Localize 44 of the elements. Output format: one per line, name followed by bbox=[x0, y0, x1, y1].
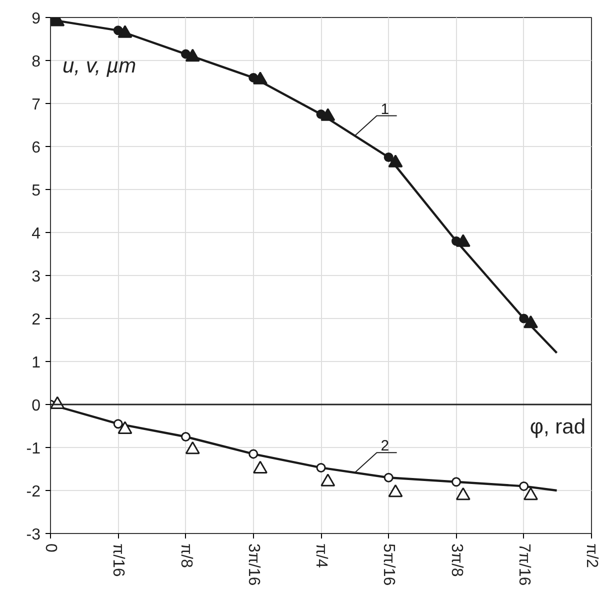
y-axis-title: u, v, µm bbox=[62, 54, 136, 78]
point bbox=[523, 315, 538, 328]
x-tick-label: π/16 bbox=[110, 544, 127, 577]
y-tick-label: 1 bbox=[32, 354, 41, 372]
point bbox=[181, 432, 190, 442]
y-tick-label: 5 bbox=[32, 182, 41, 200]
point bbox=[388, 484, 403, 498]
point bbox=[456, 234, 470, 247]
point bbox=[452, 477, 461, 487]
x-tick-label: π/2 bbox=[583, 544, 600, 568]
y-tick-label: 7 bbox=[32, 96, 41, 114]
y-tick-label: -3 bbox=[26, 526, 41, 544]
point bbox=[185, 441, 200, 454]
x-axis-title: φ, rad bbox=[530, 416, 586, 438]
point bbox=[248, 449, 258, 459]
series-label: 2 bbox=[380, 438, 390, 455]
point bbox=[519, 314, 529, 324]
y-tick-label: 6 bbox=[32, 140, 41, 156]
y-tick-label: 9 bbox=[32, 10, 41, 28]
point bbox=[523, 487, 538, 500]
point bbox=[252, 460, 268, 474]
y-tick-label: 4 bbox=[32, 226, 41, 242]
point bbox=[384, 152, 394, 162]
point bbox=[320, 474, 336, 486]
y-tick-label: -1 bbox=[26, 440, 41, 458]
point bbox=[384, 472, 394, 482]
y-tick-label: -2 bbox=[26, 484, 41, 500]
x-tick-label: 7π/16 bbox=[515, 544, 532, 586]
point bbox=[118, 421, 132, 434]
x-tick-label: 3π/8 bbox=[448, 544, 465, 577]
point bbox=[456, 487, 470, 500]
x-tick-label: π/4 bbox=[312, 544, 330, 568]
point bbox=[316, 462, 326, 472]
x-tick-label: 5π/16 bbox=[380, 544, 398, 586]
x-tick-label: 3π/16 bbox=[244, 544, 262, 586]
y-tick-label: 3 bbox=[32, 268, 41, 286]
point bbox=[519, 481, 529, 491]
series-label: 1 bbox=[380, 100, 390, 118]
x-tick-label: 0 bbox=[42, 544, 59, 552]
x-tick-label: π/8 bbox=[177, 544, 194, 568]
point bbox=[113, 419, 123, 429]
y-tick-label: 8 bbox=[32, 54, 41, 70]
y-tick-label: 2 bbox=[32, 312, 41, 328]
y-tick-label: 0 bbox=[32, 398, 41, 414]
